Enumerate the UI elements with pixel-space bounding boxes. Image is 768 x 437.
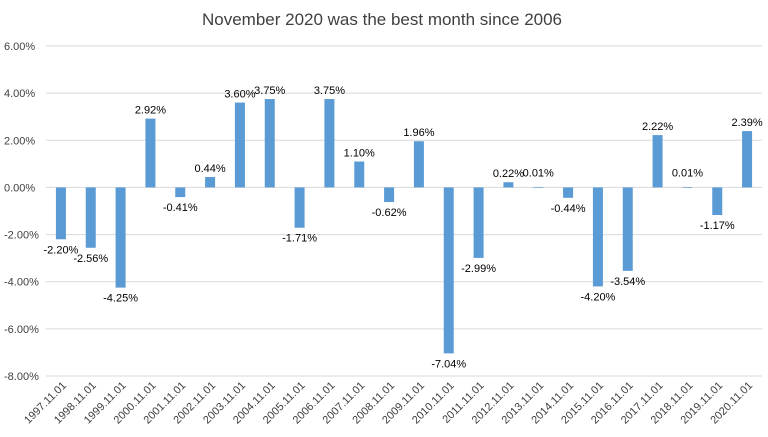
data-label: 2.22% bbox=[642, 121, 673, 133]
bar bbox=[652, 135, 663, 188]
bar bbox=[682, 187, 693, 188]
bar bbox=[354, 161, 365, 188]
data-label: -3.54% bbox=[610, 276, 645, 288]
data-label: -2.20% bbox=[43, 244, 78, 256]
bar bbox=[294, 187, 305, 228]
data-label: 3.75% bbox=[254, 85, 285, 97]
y-tick-label: 4.00% bbox=[4, 88, 35, 100]
data-label: 3.60% bbox=[224, 89, 255, 101]
data-label: 1.10% bbox=[344, 148, 375, 160]
data-label: -0.62% bbox=[372, 207, 407, 219]
y-tick-label: -6.00% bbox=[4, 324, 39, 336]
bar bbox=[413, 141, 424, 188]
bar bbox=[592, 187, 603, 287]
gridlines bbox=[46, 45, 762, 377]
bars bbox=[55, 99, 753, 354]
y-tick-label: 6.00% bbox=[4, 41, 35, 53]
bar bbox=[712, 187, 723, 216]
y-tick-label: 2.00% bbox=[4, 135, 35, 147]
y-tick-label: -8.00% bbox=[4, 371, 39, 383]
data-label: 2.92% bbox=[135, 105, 166, 117]
bar bbox=[622, 187, 633, 271]
data-label: 1.96% bbox=[403, 127, 434, 139]
data-label: -2.99% bbox=[461, 263, 496, 275]
bar bbox=[503, 182, 514, 188]
data-label: -0.44% bbox=[551, 203, 586, 215]
bar bbox=[85, 187, 96, 248]
data-label: 0.01% bbox=[523, 167, 554, 179]
bar bbox=[533, 187, 544, 188]
bar bbox=[443, 187, 454, 354]
y-axis: 6.00% 4.00% 2.00% 0.00% -2.00% -4.00% -6.00% -8… bbox=[4, 41, 39, 383]
data-label: 0.44% bbox=[194, 163, 225, 175]
y-tick-label: -4.00% bbox=[4, 277, 39, 289]
bar bbox=[264, 99, 275, 188]
bar bbox=[324, 99, 335, 188]
x-axis: 1997.11.011998.11.011999.11.012000.11.01… bbox=[22, 380, 755, 427]
data-labels: -2.20%-2.56%-4.25%2.92%-0.41%0.44%3.60%3… bbox=[43, 85, 762, 370]
bar bbox=[234, 102, 245, 188]
bar bbox=[115, 187, 126, 288]
bar bbox=[175, 187, 186, 198]
y-tick-label: -2.00% bbox=[4, 230, 39, 242]
bar bbox=[55, 187, 66, 240]
bar bbox=[205, 177, 216, 188]
data-label: -4.20% bbox=[580, 291, 615, 303]
bar bbox=[742, 131, 753, 188]
data-label: 0.01% bbox=[672, 167, 703, 179]
data-label: -7.04% bbox=[431, 358, 466, 370]
data-label: 2.39% bbox=[731, 117, 762, 129]
y-tick-label: 0.00% bbox=[4, 182, 35, 194]
data-label: -1.17% bbox=[700, 220, 735, 232]
chart-title: November 2020 was the best month since 2… bbox=[202, 10, 562, 29]
data-label: -4.25% bbox=[103, 293, 138, 305]
bar bbox=[145, 118, 156, 188]
data-label: 0.22% bbox=[493, 168, 524, 180]
data-label: 3.75% bbox=[314, 85, 345, 97]
bar bbox=[384, 187, 395, 203]
bar bbox=[563, 187, 574, 198]
data-label: -0.41% bbox=[163, 202, 198, 214]
data-label: -1.71% bbox=[282, 233, 317, 245]
data-label: -2.56% bbox=[73, 253, 108, 265]
bar bbox=[473, 187, 484, 258]
